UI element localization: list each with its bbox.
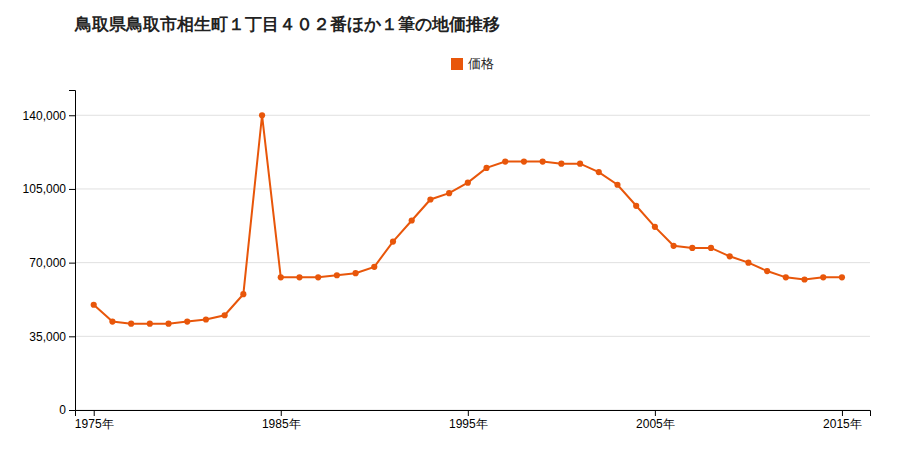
point — [222, 312, 228, 318]
grid-line — [75, 115, 870, 116]
tick: 1995年 — [449, 410, 488, 431]
tick-label: 2005年 — [636, 417, 675, 431]
point — [465, 180, 471, 186]
point — [577, 161, 583, 167]
line — [94, 115, 842, 323]
axis-line — [69, 91, 76, 411]
point — [670, 243, 676, 249]
legend-item: 価格 — [451, 56, 494, 71]
tick-mark — [69, 410, 75, 411]
tick-label: 70,000 — [29, 256, 66, 270]
tick-mark — [69, 263, 75, 264]
tick: 0 — [59, 403, 75, 417]
point — [390, 238, 396, 244]
point — [278, 274, 284, 280]
point — [296, 274, 302, 280]
point — [801, 276, 807, 282]
point — [315, 274, 321, 280]
plot-area: 1975年 1985年 1995年 2005年 2015年 0 35,000 70,000 10… — [23, 91, 871, 431]
point — [820, 274, 826, 280]
tick-mark — [94, 410, 95, 416]
marks — [91, 112, 845, 327]
point — [502, 158, 508, 164]
tick: 1985年 — [262, 410, 301, 431]
tick: 105,000 — [23, 182, 75, 196]
point — [371, 264, 377, 270]
tick-label: 0 — [59, 403, 66, 417]
tick-mark — [69, 336, 75, 337]
tick-mark — [468, 410, 469, 416]
tick-mark — [842, 410, 843, 416]
tick-label: 2015年 — [823, 417, 862, 431]
tick-mark — [69, 115, 75, 116]
y-axis: 0 35,000 70,000 105,000 140,000 — [23, 91, 76, 418]
points — [91, 112, 845, 327]
point — [652, 224, 658, 230]
point — [614, 182, 620, 188]
legend: 価格 — [451, 56, 494, 71]
point — [427, 196, 433, 202]
legend-label: 価格 — [468, 56, 494, 71]
tick-mark — [69, 189, 75, 190]
point — [352, 270, 358, 276]
point — [558, 161, 564, 167]
tick: 140,000 — [23, 109, 75, 123]
x-axis: 1975年 1985年 1995年 2005年 2015年 — [75, 410, 871, 431]
point — [783, 274, 789, 280]
tick: 35,000 — [29, 330, 75, 344]
point — [203, 316, 209, 322]
tick-label: 35,000 — [29, 330, 66, 344]
grid-line — [75, 188, 870, 189]
point — [91, 302, 97, 308]
tick: 1975年 — [75, 410, 114, 431]
point — [483, 165, 489, 171]
point — [727, 253, 733, 259]
tick-label: 1995年 — [449, 417, 488, 431]
tick-label: 1975年 — [75, 417, 114, 431]
point — [708, 245, 714, 251]
grid — [75, 115, 870, 410]
tick: 2005年 — [636, 410, 675, 431]
tick-mark — [281, 410, 282, 416]
tick: 2015年 — [823, 410, 862, 431]
legend-swatch — [451, 58, 463, 70]
point — [409, 217, 415, 223]
point — [446, 190, 452, 196]
point — [540, 158, 546, 164]
point — [147, 321, 153, 327]
tick-label: 105,000 — [23, 182, 67, 196]
point — [240, 291, 246, 297]
tick-label: 1985年 — [262, 417, 301, 431]
point — [521, 158, 527, 164]
point — [334, 272, 340, 278]
point — [165, 321, 171, 327]
tick-label: 140,000 — [23, 109, 67, 123]
point — [633, 203, 639, 209]
point — [259, 112, 265, 118]
tick-mark — [655, 410, 656, 416]
point — [109, 318, 115, 324]
point — [745, 260, 751, 266]
point — [184, 318, 190, 324]
chart: 1975年 1985年 1995年 2005年 2015年 0 35,000 70,000 10… — [0, 0, 900, 450]
point — [128, 321, 134, 327]
point — [689, 245, 695, 251]
axis-line — [76, 411, 871, 417]
point — [764, 268, 770, 274]
title: 鳥取県鳥取市相生町１丁目４０２番ほか１筆の地価推移 — [74, 14, 500, 34]
point — [596, 169, 602, 175]
grid-line — [75, 336, 870, 337]
tick: 70,000 — [29, 256, 75, 270]
point — [839, 274, 845, 280]
